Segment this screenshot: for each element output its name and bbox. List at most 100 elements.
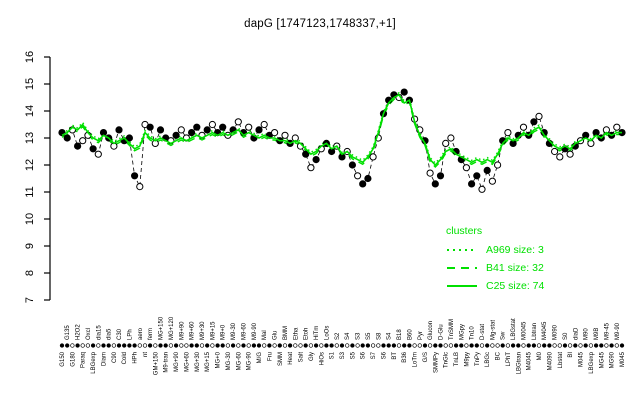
x-axis-label: MG+30 [195,351,201,372]
x-axis-label: M9+90 [179,321,185,340]
x-axis-label: B60 [407,329,413,340]
filled-point [203,126,211,134]
x-axis-label: S3 [340,351,346,359]
x-axis-label: M90 [584,328,590,340]
experiment-marker [573,343,578,348]
legend-item-a969: A969 size: 3 [446,241,544,259]
experiment-marker [324,343,329,348]
x-axis-label: LoOs [324,326,330,340]
open-point [613,123,621,131]
experiment-marker [194,343,199,348]
x-axis-label: BC [496,351,502,360]
x-axis-label: D-stat [480,324,486,340]
filled-point [89,145,97,153]
experiment-marker [438,343,443,348]
experiment-marker [106,343,111,348]
x-axis-label: M9+30 [200,321,206,340]
experiment-marker [412,343,417,348]
open-point [234,118,242,126]
experiment-marker [500,343,505,348]
experiment-marker [614,343,619,348]
x-axis-label: S4 [345,332,351,340]
x-axis-label: M9-60 [242,322,248,340]
x-axis-label: S5 [366,332,372,340]
legend-item-label: C25 size: 74 [486,280,545,292]
experiment-marker [485,343,490,348]
x-axis-label: M9+0 [221,324,227,340]
experiment-marker [334,343,339,348]
x-axis-label: M9-90 [615,322,621,340]
experiment-marker [407,343,412,348]
filled-point [156,126,165,134]
experiment-marker [75,343,80,348]
open-point [79,137,87,145]
x-axis-label: LoTm [413,352,419,367]
open-point [566,150,574,158]
experiment-marker [96,343,101,348]
x-axis-label: TnSMM [449,319,455,340]
x-axis-label: dia15 [96,325,102,340]
experiment-marker [116,343,122,348]
experiment-marker [474,343,479,348]
experiment-marker [350,343,355,348]
experiment-marker [459,343,464,348]
legend-title: clusters [446,225,483,237]
filled-point [400,88,408,96]
experiment-marker [127,343,132,348]
experiment-marker [147,343,153,348]
x-axis-label: LBGexp [91,351,97,373]
experiment-marker [111,343,117,348]
experiment-marker [298,343,303,348]
experiment-marker [578,343,583,348]
filled-point [188,129,196,137]
open-point [281,131,289,139]
experiment-marker [251,343,257,348]
x-axis-label: MG90 [610,351,616,368]
x-axis-label: M090 [553,324,559,340]
filled-point [530,118,538,126]
x-axis-label: Gly [309,352,315,361]
x-axis-label: M0045 [522,321,528,340]
open-point [504,129,512,137]
experiment-marker [59,343,65,348]
experiment-marker [339,343,345,348]
filled-point [312,156,320,164]
experiment-marker [536,343,542,348]
x-axis-label: nt [143,352,149,357]
open-point [271,129,279,137]
filled-point [115,126,123,134]
experiment-marker [619,343,625,348]
open-point [478,185,486,193]
experiment-marker [236,343,241,348]
experiment-marker [469,343,474,348]
x-axis-label: MGpy [459,324,465,340]
open-point [245,123,253,131]
experiment-marker [433,343,438,348]
filled-point [436,172,445,180]
experiment-marker-strip [59,343,625,348]
open-point [519,123,528,131]
x-axis-label: GM+150 [153,351,159,375]
x-axis-label: Salt [299,352,305,363]
x-axis-label: Diam [102,352,108,366]
experiment-marker [422,343,428,348]
experiment-marker [355,343,360,348]
open-point [426,169,434,177]
filled-point [302,150,310,158]
filled-point [348,161,356,169]
experiment-marker [464,343,469,348]
experiment-marker [184,343,189,348]
x-axis-label: M9-45 [604,322,610,340]
x-axis-label: SMMPy [433,352,439,373]
experiment-marker [137,343,142,348]
x-axis-label: diaD [573,327,579,340]
open-point [136,183,144,191]
filled-point [131,172,139,180]
experiment-marker [588,343,594,348]
open-point [369,153,377,161]
x-axis-label: M9+15 [210,321,216,340]
experiment-marker [168,343,174,348]
experiment-marker [246,343,251,348]
x-axis-label: D-Glu [439,324,445,340]
